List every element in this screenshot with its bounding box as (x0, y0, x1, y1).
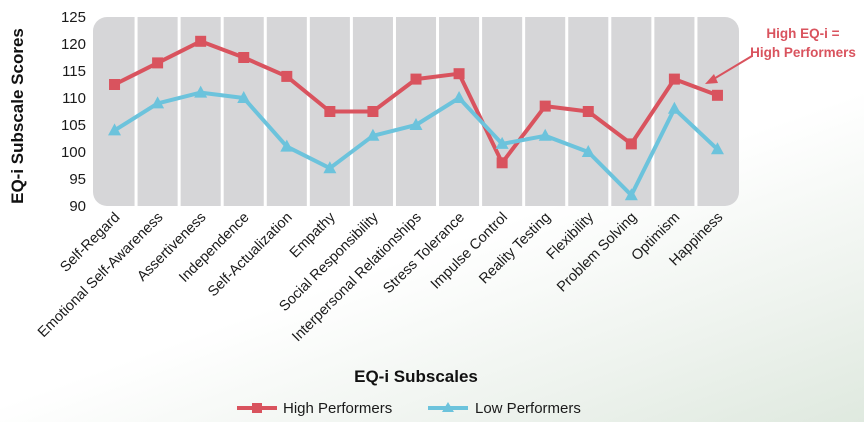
y-tick-label: 120 (61, 36, 86, 53)
data-point (281, 70, 293, 82)
annotation: High EQ-i = High Performers (705, 26, 856, 84)
legend: High Performers Low Performers (237, 400, 581, 417)
data-point (324, 106, 336, 117)
y-tick-label: 110 (62, 90, 86, 107)
data-point (366, 128, 380, 141)
data-point (710, 142, 724, 155)
data-point (194, 85, 208, 98)
data-point (108, 123, 122, 136)
data-point (409, 118, 423, 130)
data-point (367, 106, 379, 117)
data-point (238, 52, 250, 63)
data-point (151, 96, 165, 109)
data-point (237, 91, 251, 103)
data-point (624, 188, 638, 201)
legend-low-marker (442, 402, 454, 412)
data-point (453, 68, 465, 80)
data-point (539, 100, 551, 112)
data-point (711, 89, 723, 101)
annotation-line-2: High Performers (750, 45, 856, 60)
y-axis-title: EQ-i Subscale Scores (8, 28, 27, 204)
y-axis-ticks: 90 95 100 105 110 115 120 125 (61, 9, 86, 215)
x-tick-label: Problem Solving (554, 210, 640, 296)
data-point (668, 73, 680, 85)
data-point (667, 101, 681, 114)
y-tick-label: 115 (62, 63, 86, 80)
legend-high-label: High Performers (283, 400, 392, 417)
legend-high-marker (252, 403, 262, 413)
annotation-arrow (711, 55, 753, 81)
annotation-line-1: High EQ-i = (766, 26, 839, 41)
data-point (538, 128, 552, 141)
annotation-arrow-head (705, 74, 718, 84)
series-markers (108, 35, 724, 201)
data-point (496, 157, 508, 169)
data-point (625, 138, 637, 150)
data-point (280, 139, 294, 152)
y-tick-label: 95 (69, 171, 86, 188)
x-axis-title: EQ-i Subscales (354, 367, 478, 386)
y-tick-label: 125 (61, 9, 86, 26)
data-point (452, 91, 466, 103)
legend-low-label: Low Performers (475, 400, 581, 417)
y-tick-label: 90 (69, 198, 86, 215)
data-point (410, 73, 422, 85)
data-point (195, 35, 207, 47)
y-tick-label: 100 (61, 144, 86, 161)
x-tick-label: Impulse Control (428, 210, 511, 293)
y-tick-label: 105 (61, 117, 86, 134)
data-point (581, 145, 595, 157)
data-point (109, 79, 121, 90)
data-point (495, 136, 509, 149)
x-tick-label: Self-Actualization (205, 210, 296, 301)
data-point (582, 106, 594, 117)
data-point (323, 161, 337, 174)
data-point (152, 57, 164, 69)
